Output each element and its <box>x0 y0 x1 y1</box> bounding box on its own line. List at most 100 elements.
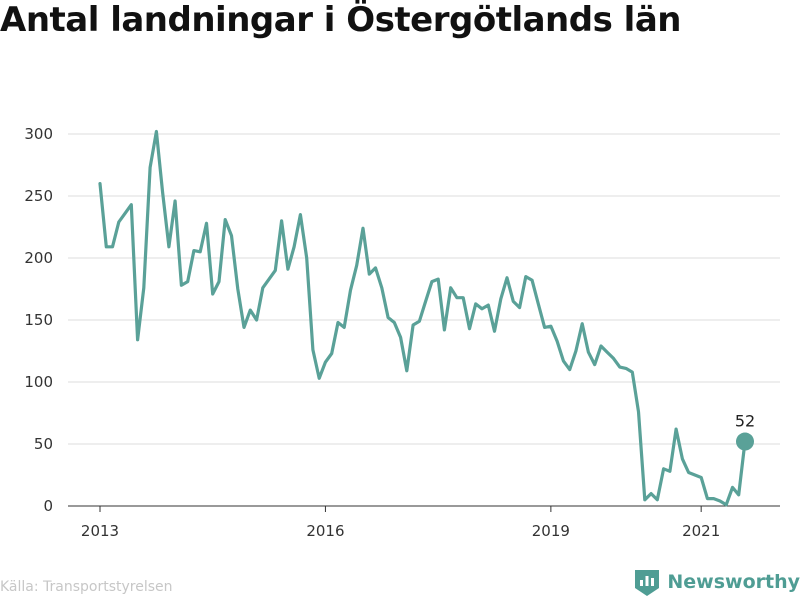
y-tick-label: 100 <box>24 373 53 391</box>
y-tick-label: 50 <box>34 435 53 453</box>
data-point <box>211 292 214 295</box>
x-tick-label: 2021 <box>682 522 720 540</box>
data-point <box>124 212 127 215</box>
newsworthy-logo-icon <box>635 570 660 596</box>
data-point <box>368 273 371 276</box>
data-point <box>662 467 665 470</box>
data-point <box>374 266 377 269</box>
data-point <box>343 326 346 329</box>
data-point <box>643 498 646 501</box>
data-point <box>587 351 590 354</box>
data-point <box>518 306 521 309</box>
data-point <box>437 278 440 281</box>
data-point <box>549 325 552 328</box>
data-point <box>293 245 296 248</box>
data-point <box>449 286 452 289</box>
x-tick-label: 2013 <box>81 522 119 540</box>
brand-logo[interactable]: Newsworthy <box>633 567 800 597</box>
y-tick-label: 150 <box>24 311 53 329</box>
series-line <box>98 129 747 507</box>
data-point <box>186 280 189 283</box>
data-point <box>236 288 239 291</box>
data-point <box>136 338 139 341</box>
data-point <box>650 492 653 495</box>
data-point <box>531 279 534 282</box>
data-point <box>675 428 678 431</box>
data-point <box>656 498 659 501</box>
data-point <box>593 363 596 366</box>
brand-name: Newsworthy <box>667 571 800 593</box>
y-tick-label: 300 <box>24 125 53 143</box>
data-point <box>399 336 402 339</box>
data-point <box>512 300 515 303</box>
data-point <box>155 130 158 133</box>
data-point <box>105 245 108 248</box>
end-point-label: 52 <box>735 412 755 431</box>
data-point <box>562 359 565 362</box>
data-point <box>205 222 208 225</box>
data-point <box>681 457 684 460</box>
data-point <box>330 352 333 355</box>
data-point <box>167 245 170 248</box>
x-axis-ticks: 2013 2016 2019 2021 <box>81 506 720 540</box>
data-point <box>606 351 609 354</box>
data-point <box>243 326 246 329</box>
data-point <box>468 327 471 330</box>
data-point <box>424 300 427 303</box>
data-point <box>261 286 264 289</box>
data-point <box>487 304 490 307</box>
data-point <box>506 276 509 279</box>
data-point <box>631 371 634 374</box>
data-point <box>731 486 734 489</box>
data-point <box>224 218 227 221</box>
data-point <box>299 213 302 216</box>
data-point <box>480 307 483 310</box>
data-point <box>324 361 327 364</box>
y-tick-label: 0 <box>43 497 53 515</box>
data-point <box>280 219 283 222</box>
data-point <box>142 286 145 289</box>
data-point <box>255 319 258 322</box>
plot-area: 52 <box>98 129 755 507</box>
data-point <box>693 474 696 477</box>
data-point <box>405 369 408 372</box>
data-point <box>161 191 164 194</box>
y-axis-ticks: 0 50 100 150 200 250 300 <box>24 125 53 515</box>
gridlines <box>68 133 780 507</box>
chart-title: Antal landningar i Östergötlands län <box>0 0 681 40</box>
data-point <box>574 350 577 353</box>
data-point <box>581 322 584 325</box>
x-tick-label: 2016 <box>306 522 344 540</box>
data-point <box>455 296 458 299</box>
data-point <box>706 497 709 500</box>
data-point <box>217 280 220 283</box>
data-point <box>149 166 152 169</box>
data-point <box>493 330 496 333</box>
data-point <box>687 471 690 474</box>
data-point <box>286 268 289 271</box>
data-point <box>268 278 271 281</box>
data-point <box>180 284 183 287</box>
data-point <box>499 297 502 300</box>
data-point <box>618 366 621 369</box>
end-point-marker <box>736 432 754 451</box>
data-point <box>305 257 308 260</box>
data-point <box>637 410 640 413</box>
data-point <box>625 367 628 370</box>
data-point <box>556 340 559 343</box>
data-point <box>462 296 465 299</box>
data-point <box>355 264 358 267</box>
data-point <box>274 269 277 272</box>
data-point <box>99 182 102 185</box>
data-point <box>130 203 133 206</box>
data-point <box>387 316 390 319</box>
data-point <box>311 348 314 351</box>
data-point <box>718 500 721 503</box>
data-point <box>380 286 383 289</box>
data-point <box>249 309 252 312</box>
data-point <box>537 302 540 305</box>
data-point <box>111 245 114 248</box>
data-point <box>362 227 365 230</box>
data-point <box>599 345 602 348</box>
x-tick-label: 2019 <box>532 522 570 540</box>
